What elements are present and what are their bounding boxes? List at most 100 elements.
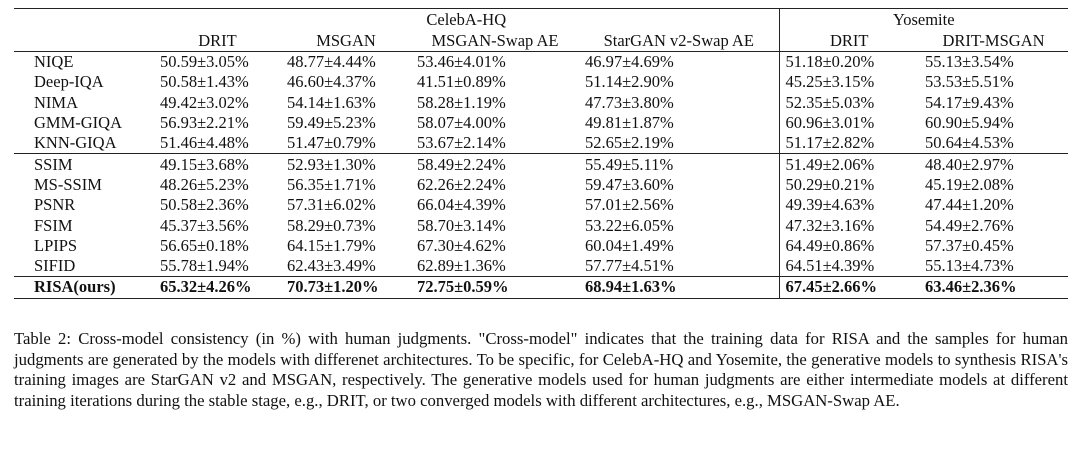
score-cell: 49.39±4.63% <box>778 195 919 216</box>
score-cell: 54.14±1.63% <box>287 92 376 112</box>
table-body: NIQE 50.59±3.05% 48.77±4.44% 53.46±4.01% 46.… <box>14 51 1068 299</box>
score-cell: 50.59±3.05% <box>154 51 281 73</box>
column-header: StarGAN v2-Swap AE <box>579 31 779 52</box>
score-cell: 46.97±4.69% <box>579 51 779 73</box>
table-row: NIMA 49.42±3.02% 54.14±1.63% 58.28±1.19% 47.… <box>14 92 1068 113</box>
score-cell: 45.37±3.56% <box>160 215 249 235</box>
metric-name-cell: FSIM <box>34 215 73 235</box>
table-caption: Table 2: Cross-model consistency (in %) … <box>14 329 1068 410</box>
score-cell: 59.49±5.23% <box>287 113 376 133</box>
table-row: FSIM 45.37±3.56% 58.29±0.73% 58.70±3.14% 53.… <box>14 215 1068 236</box>
score-cell: 55.13±4.73% <box>925 256 1014 276</box>
score-cell: 49.42±3.02% <box>160 92 249 112</box>
score-cell: 53.22±6.05% <box>585 215 674 235</box>
table-row: RISA(ours) 65.32±4.26% 70.73±1.20% 72.75±0.… <box>14 276 1068 299</box>
score-cell: 47.44±1.20% <box>925 195 1014 215</box>
score-cell: 46.60±4.37% <box>287 72 376 92</box>
score-cell: 62.43±3.49% <box>287 256 376 276</box>
score-cell: 60.96±3.01% <box>778 112 919 134</box>
score-cell: 56.93±2.21% <box>160 113 249 133</box>
score-cell: 51.14±2.90% <box>585 72 674 92</box>
metric-name-cell: Deep-IQA <box>34 72 104 92</box>
score-cell: 48.40±2.97% <box>919 153 1068 175</box>
table-row: Deep-IQA 50.58±1.43% 46.60±4.37% 41.51±0.89… <box>14 72 1068 93</box>
corner-cell <box>14 9 154 32</box>
score-cell: 53.46±4.01% <box>411 51 579 73</box>
score-cell: 48.26±5.23% <box>160 174 249 194</box>
score-cell: 52.35±5.03% <box>778 92 919 113</box>
score-cell: 57.77±4.51% <box>585 256 674 276</box>
score-cell: 56.35±1.71% <box>287 174 376 194</box>
table-row: KNN-GIQA 51.46±4.48% 51.47±0.79% 53.67±2.14… <box>14 133 1068 154</box>
score-cell: 60.04±1.49% <box>585 235 674 255</box>
score-cell: 63.46±2.36% <box>919 276 1068 299</box>
score-cell: 41.51±0.89% <box>417 72 506 92</box>
score-cell: 51.49±2.06% <box>778 153 919 175</box>
column-header-row: DRIT MSGAN MSGAN-Swap AE StarGAN v2-Swap… <box>14 31 1068 52</box>
metric-name-cell: SIFID <box>34 256 76 276</box>
score-cell: 53.67±2.14% <box>417 133 506 153</box>
score-cell: 62.26±2.24% <box>417 174 506 194</box>
score-cell: 50.58±2.36% <box>160 195 249 215</box>
score-cell: 65.32±4.26% <box>154 276 281 299</box>
score-cell: 47.32±3.16% <box>778 215 919 236</box>
score-cell: 54.49±2.76% <box>925 215 1014 235</box>
column-header: DRIT <box>154 31 281 52</box>
score-cell: 51.47±0.79% <box>287 133 376 153</box>
metric-name-cell: SSIM <box>14 153 154 175</box>
metric-name-cell: NIMA <box>34 92 78 112</box>
metric-name-cell: MS-SSIM <box>34 174 102 194</box>
score-cell: 52.93±1.30% <box>281 153 411 175</box>
score-cell: 51.46±4.48% <box>160 133 249 153</box>
results-table-container: CelebA-HQ Yosemite DRIT MSGAN MSGAN-Swap… <box>14 8 1068 299</box>
score-cell: 53.53±5.51% <box>925 72 1014 92</box>
table-row: SSIM 49.15±3.68% 52.93±1.30% 58.49±2.24% 55.… <box>14 153 1068 175</box>
score-cell: 58.07±4.00% <box>417 113 506 133</box>
column-header: MSGAN <box>281 31 411 52</box>
column-header: DRIT <box>778 31 919 52</box>
table-row: LPIPS 56.65±0.18% 64.15±1.79% 67.30±4.62% 60… <box>14 235 1068 256</box>
table-row: SIFID 55.78±1.94% 62.43±3.49% 62.89±1.36% 57… <box>14 255 1068 277</box>
metric-name-cell: LPIPS <box>34 235 78 255</box>
score-cell: 70.73±1.20% <box>281 276 411 299</box>
metric-name-cell: RISA(ours) <box>14 276 154 299</box>
metric-name-cell: PSNR <box>34 195 76 215</box>
score-cell: 51.18±0.20% <box>778 51 919 73</box>
score-cell: 60.90±5.94% <box>925 113 1014 133</box>
score-cell: 64.49±0.86% <box>778 235 919 256</box>
score-cell: 72.75±0.59% <box>411 276 579 299</box>
score-cell: 56.65±0.18% <box>160 235 249 255</box>
score-cell: 49.81±1.87% <box>585 113 674 133</box>
score-cell: 45.25±3.15% <box>778 72 919 93</box>
score-cell: 64.51±4.39% <box>778 255 919 277</box>
score-cell: 55.49±5.11% <box>579 153 779 175</box>
group-header-yosemite: Yosemite <box>778 8 1068 31</box>
score-cell: 59.47±3.60% <box>585 174 674 194</box>
column-header: DRIT-MSGAN <box>919 31 1068 52</box>
score-cell: 68.94±1.63% <box>579 276 779 299</box>
score-cell: 58.49±2.24% <box>411 153 579 175</box>
score-cell: 48.77±4.44% <box>281 51 411 73</box>
score-cell: 49.15±3.68% <box>154 153 281 175</box>
score-cell: 51.17±2.82% <box>778 133 919 154</box>
table-row: GMM-GIQA 56.93±2.21% 59.49±5.23% 58.07±4.00… <box>14 112 1068 134</box>
score-cell: 50.58±1.43% <box>160 72 249 92</box>
score-cell: 52.65±2.19% <box>585 133 674 153</box>
score-cell: 58.70±3.14% <box>417 215 506 235</box>
corner-cell <box>14 31 154 52</box>
column-header: MSGAN-Swap AE <box>411 31 579 52</box>
score-cell: 45.19±2.08% <box>925 174 1014 194</box>
metric-name-cell: KNN-GIQA <box>34 133 117 153</box>
metric-name-cell: GMM-GIQA <box>34 113 122 133</box>
score-cell: 67.30±4.62% <box>417 235 506 255</box>
score-cell: 66.04±4.39% <box>417 195 506 215</box>
score-cell: 54.17±9.43% <box>925 92 1014 112</box>
score-cell: 58.29±0.73% <box>287 215 376 235</box>
score-cell: 58.28±1.19% <box>417 92 506 112</box>
table-row: NIQE 50.59±3.05% 48.77±4.44% 53.46±4.01% 46.… <box>14 51 1068 73</box>
score-cell: 55.13±3.54% <box>919 51 1068 73</box>
table-row: PSNR 50.58±2.36% 57.31±6.02% 66.04±4.39% 57.… <box>14 195 1068 216</box>
score-cell: 64.15±1.79% <box>287 235 376 255</box>
score-cell: 47.73±3.80% <box>585 92 674 112</box>
score-cell: 50.29±0.21% <box>778 174 919 196</box>
